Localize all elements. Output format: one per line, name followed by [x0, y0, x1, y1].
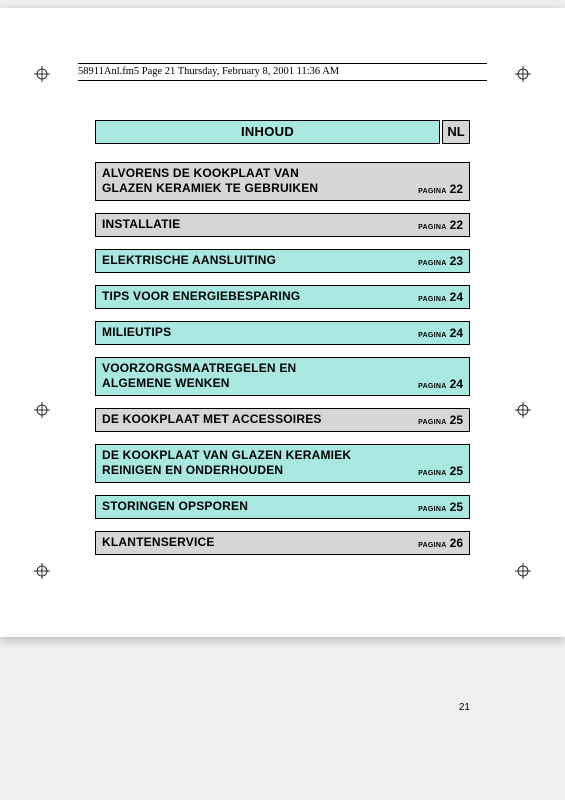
toc-entry[interactable]: ALVORENS DE KOOKPLAAT VANGLAZEN KERAMIEK…: [95, 162, 470, 201]
page-number: 25: [450, 464, 463, 478]
page-label: PAGINA: [418, 224, 447, 231]
toc-entry-page: PAGINA25: [418, 464, 463, 478]
toc-entry[interactable]: DE KOOKPLAAT MET ACCESSOIRES PAGINA25: [95, 408, 470, 432]
toc-entry-page: PAGINA22: [418, 182, 463, 196]
crop-mark-icon: [34, 563, 50, 579]
toc-entry-title: KLANTENSERVICE: [102, 535, 215, 550]
language-badge: NL: [442, 120, 470, 144]
page-number: 24: [450, 290, 463, 304]
page-number: 25: [450, 413, 463, 427]
toc-entry[interactable]: ELEKTRISCHE AANSLUITING PAGINA23: [95, 249, 470, 273]
page-number: 24: [450, 326, 463, 340]
crop-mark-icon: [34, 66, 50, 82]
toc-entry-title: ELEKTRISCHE AANSLUITING: [102, 253, 276, 268]
table-of-contents: ALVORENS DE KOOKPLAAT VANGLAZEN KERAMIEK…: [95, 162, 470, 555]
toc-entry-page: PAGINA24: [418, 326, 463, 340]
toc-entry-page: PAGINA22: [418, 218, 463, 232]
toc-entry-title: INSTALLATIE: [102, 217, 180, 232]
page-label: PAGINA: [418, 470, 447, 477]
page-title: INHOUD: [95, 120, 440, 144]
toc-entry-title: VOORZORGSMAATREGELEN ENALGEMENE WENKEN: [102, 361, 296, 391]
page-label: PAGINA: [418, 260, 447, 267]
toc-entry-title: ALVORENS DE KOOKPLAAT VANGLAZEN KERAMIEK…: [102, 166, 318, 196]
toc-entry-title: STORINGEN OPSPOREN: [102, 499, 248, 514]
page-label: PAGINA: [418, 506, 447, 513]
page: 58911Anl.fm5 Page 21 Thursday, February …: [0, 8, 565, 637]
page-label: PAGINA: [418, 542, 447, 549]
page-label: PAGINA: [418, 383, 447, 390]
page-label: PAGINA: [418, 332, 447, 339]
page-label: PAGINA: [418, 296, 447, 303]
page-number: 26: [450, 536, 463, 550]
toc-entry[interactable]: DE KOOKPLAAT VAN GLAZEN KERAMIEKREINIGEN…: [95, 444, 470, 483]
page-number: 22: [450, 218, 463, 232]
toc-entry[interactable]: VOORZORGSMAATREGELEN ENALGEMENE WENKEN PA…: [95, 357, 470, 396]
crop-mark-icon: [515, 66, 531, 82]
crop-mark-icon: [515, 402, 531, 418]
page-number: 25: [450, 500, 463, 514]
content-area: INHOUD NL ALVORENS DE KOOKPLAAT VANGLAZE…: [0, 8, 565, 555]
toc-entry-title: MILIEUTIPS: [102, 325, 171, 340]
toc-entry-title: DE KOOKPLAAT VAN GLAZEN KERAMIEKREINIGEN…: [102, 448, 351, 478]
toc-entry-page: PAGINA25: [418, 500, 463, 514]
page-number: 23: [450, 254, 463, 268]
page-label: PAGINA: [418, 419, 447, 426]
toc-entry-page: PAGINA24: [418, 290, 463, 304]
crop-mark-icon: [515, 563, 531, 579]
toc-entry[interactable]: STORINGEN OPSPOREN PAGINA25: [95, 495, 470, 519]
toc-entry[interactable]: TIPS VOOR ENERGIEBESPARING PAGINA24: [95, 285, 470, 309]
crop-mark-icon: [34, 402, 50, 418]
page-number: 22: [450, 182, 463, 196]
title-row: INHOUD NL: [95, 120, 470, 144]
toc-entry-page: PAGINA23: [418, 254, 463, 268]
toc-entry-title: DE KOOKPLAAT MET ACCESSOIRES: [102, 412, 322, 427]
toc-entry[interactable]: KLANTENSERVICE PAGINA26: [95, 531, 470, 555]
toc-entry-page: PAGINA24: [418, 377, 463, 391]
toc-entry-page: PAGINA26: [418, 536, 463, 550]
page-number: 24: [450, 377, 463, 391]
footer-page-number: 21: [459, 702, 470, 713]
toc-entry-title: TIPS VOOR ENERGIEBESPARING: [102, 289, 300, 304]
toc-entry[interactable]: MILIEUTIPS PAGINA24: [95, 321, 470, 345]
print-header: 58911Anl.fm5 Page 21 Thursday, February …: [78, 63, 487, 81]
toc-entry[interactable]: INSTALLATIE PAGINA22: [95, 213, 470, 237]
toc-entry-page: PAGINA25: [418, 413, 463, 427]
page-label: PAGINA: [418, 188, 447, 195]
